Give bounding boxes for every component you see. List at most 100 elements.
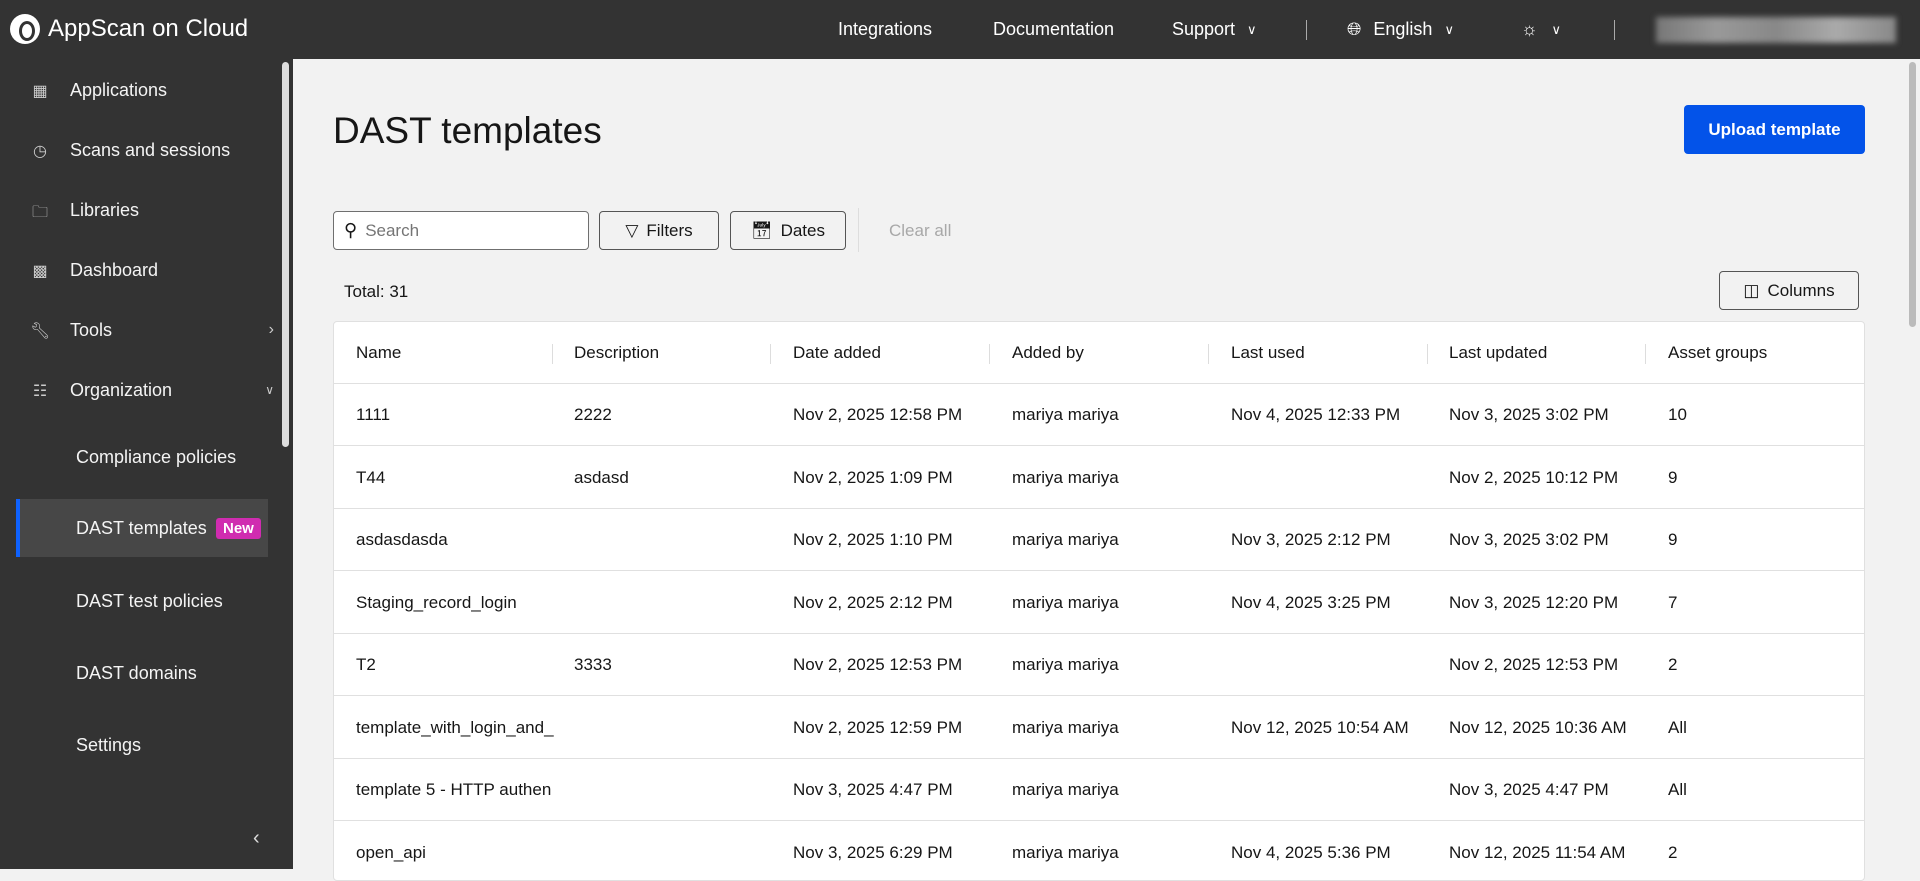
sidebar-item-dast-domains[interactable]: DAST domains: [0, 643, 280, 703]
column-divider[interactable]: [552, 344, 553, 364]
sidebar-label: DAST templates: [76, 518, 207, 539]
user-menu[interactable]: [1656, 17, 1896, 43]
column-divider[interactable]: [1645, 344, 1646, 364]
clear-all-button[interactable]: Clear all: [889, 221, 951, 241]
column-header[interactable]: Date added: [793, 322, 998, 384]
table-cell: All: [1668, 697, 1865, 759]
upload-template-button[interactable]: Upload template: [1684, 105, 1865, 154]
sidebar-item-dashboard[interactable]: ▩Dashboard: [0, 240, 280, 300]
theme-selector[interactable]: ☼∨: [1521, 0, 1561, 59]
table-cell: [574, 572, 779, 634]
main-scrollbar[interactable]: [1909, 62, 1916, 327]
chart-bar-icon: ▩: [30, 261, 50, 279]
chevron-down-icon: ∨: [1552, 22, 1562, 38]
language-selector[interactable]: 🌐︎English∨: [1347, 0, 1454, 59]
table-cell: 7: [1668, 572, 1865, 634]
table-cell: Nov 3, 2025 4:47 PM: [1449, 759, 1654, 821]
table-cell: [574, 509, 779, 571]
sidebar-item-settings[interactable]: Settings: [0, 715, 280, 775]
collapse-sidebar-icon[interactable]: ‹: [253, 827, 260, 850]
table-cell: 3333: [574, 634, 779, 696]
table-cell: Nov 2, 2025 1:10 PM: [793, 509, 998, 571]
chevron-down-icon: ∨: [1247, 22, 1257, 38]
sidebar-item-applications[interactable]: ▦ Applications: [0, 60, 280, 120]
search-input[interactable]: [365, 221, 565, 241]
sidebar-item-dast-test-policies[interactable]: DAST test policies: [0, 571, 280, 631]
sidebar-label: Organization: [70, 380, 172, 401]
filters-button[interactable]: ▽ Filters: [599, 211, 719, 250]
table-cell: Nov 3, 2025 6:29 PM: [793, 822, 998, 881]
table-cell: [1231, 634, 1436, 696]
table-cell: Nov 4, 2025 12:33 PM: [1231, 384, 1436, 446]
calendar-icon: 📅︎: [751, 221, 773, 241]
sidebar-item-tools[interactable]: 🔧︎Tools›: [0, 300, 280, 360]
table-cell: Nov 4, 2025 5:36 PM: [1231, 822, 1436, 881]
search-field[interactable]: ⚲: [333, 211, 589, 250]
wrench-icon: 🔧︎: [30, 321, 50, 339]
nav-documentation-label: Documentation: [993, 19, 1114, 40]
table-cell: [574, 822, 779, 881]
column-header[interactable]: Name: [356, 322, 556, 384]
column-header[interactable]: Description: [574, 322, 779, 384]
column-header[interactable]: Added by: [1012, 322, 1217, 384]
table-cell: 9: [1668, 447, 1865, 509]
column-header[interactable]: Asset groups: [1668, 322, 1865, 384]
table-cell: Nov 12, 2025 10:36 AM: [1449, 697, 1654, 759]
toolbar-divider: [858, 208, 859, 252]
filter-icon: ▽: [625, 221, 638, 241]
columns-icon: ◫: [1743, 281, 1759, 301]
sidebar-label: DAST test policies: [76, 591, 223, 612]
nav-integrations[interactable]: Integrations: [838, 0, 932, 59]
table-cell: 2222: [574, 384, 779, 446]
table-cell: mariya mariya: [1012, 509, 1217, 571]
nav-documentation[interactable]: Documentation: [993, 0, 1114, 59]
filters-label: Filters: [646, 221, 692, 241]
table-cell: [1231, 447, 1436, 509]
table-cell: Nov 2, 2025 2:12 PM: [793, 572, 998, 634]
table-cell: mariya mariya: [1012, 572, 1217, 634]
chevron-down-icon: ∨: [265, 383, 274, 397]
table-cell: asdasdasda: [356, 509, 556, 571]
column-divider[interactable]: [1864, 344, 1865, 364]
header-divider: [1306, 20, 1307, 40]
column-divider[interactable]: [1208, 344, 1209, 364]
table-cell: Nov 2, 2025 12:59 PM: [793, 697, 998, 759]
column-header[interactable]: Last used: [1231, 322, 1436, 384]
sidebar: ▦ Applications ◷Scans and sessions 🗀︎Libr…: [0, 59, 293, 869]
column-divider[interactable]: [989, 344, 990, 364]
sidebar-item-libraries[interactable]: 🗀︎Libraries: [0, 180, 280, 240]
column-divider[interactable]: [770, 344, 771, 364]
sidebar-item-organization[interactable]: ☷Organization∨: [0, 360, 280, 420]
dates-label: Dates: [781, 221, 825, 241]
app-logo[interactable]: AppScan on Cloud: [10, 14, 248, 44]
sidebar-label: Applications: [70, 80, 167, 101]
nav-support[interactable]: Support∨: [1172, 0, 1257, 59]
columns-button[interactable]: ◫Columns: [1719, 271, 1859, 310]
table-row[interactable]: template_with_login_and_Nov 2, 2025 12:5…: [334, 697, 1864, 759]
column-header[interactable]: Last updated: [1449, 322, 1654, 384]
chevron-down-icon: ∨: [1444, 22, 1454, 38]
sidebar-item-compliance-policies[interactable]: Compliance policies: [0, 427, 280, 487]
table-cell: Nov 2, 2025 10:12 PM: [1449, 447, 1654, 509]
table-cell: Nov 12, 2025 11:54 AM: [1449, 822, 1654, 881]
table-cell: [574, 697, 779, 759]
dates-button[interactable]: 📅︎ Dates: [730, 211, 846, 250]
sidebar-scrollbar[interactable]: [282, 62, 289, 447]
nav-integrations-label: Integrations: [838, 19, 932, 40]
header-divider: [1614, 20, 1615, 40]
appscan-logo-icon: [10, 14, 40, 44]
table-cell: open_api: [356, 822, 556, 881]
sidebar-item-scans[interactable]: ◷Scans and sessions: [0, 120, 280, 180]
column-divider[interactable]: [1427, 344, 1428, 364]
applications-icon: ▦: [30, 81, 50, 99]
